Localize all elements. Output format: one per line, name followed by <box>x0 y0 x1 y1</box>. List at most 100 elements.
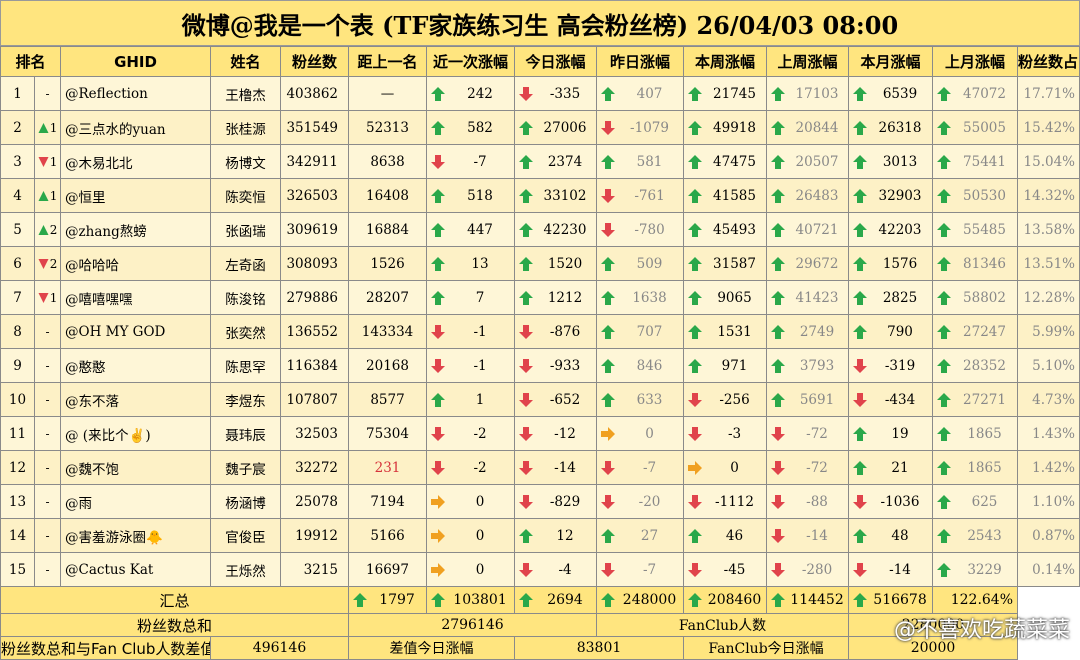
fans-cell: 351549 <box>281 111 349 145</box>
delta-value: 12 <box>534 528 596 544</box>
right-arrow-icon <box>687 460 703 476</box>
summary-value: 208460 <box>703 592 766 608</box>
delta-value: 28352 <box>952 358 1017 374</box>
delta-last-week-cell: -72 <box>767 417 849 451</box>
ghid-cell: @三点水的yuan <box>61 111 211 145</box>
delta-value: 707 <box>616 324 683 340</box>
rank-cell: 15 <box>1 553 35 587</box>
fans-cell: 309619 <box>281 213 349 247</box>
delta-value: 407 <box>616 86 683 102</box>
header-this-week: 本周涨幅 <box>684 47 767 77</box>
delta-value: 20844 <box>786 120 848 136</box>
up-arrow-icon <box>687 256 703 272</box>
delta-value: -319 <box>868 358 932 374</box>
rank-down-icon <box>38 259 49 269</box>
delta-value: -2 <box>446 460 514 476</box>
delta-value: 447 <box>446 222 514 238</box>
delta-recent-cell: -2 <box>427 451 515 485</box>
delta-value: 48 <box>868 528 932 544</box>
rank-cell: 8 <box>1 315 35 349</box>
delta-value: -14 <box>786 528 848 544</box>
delta-value: 7 <box>446 290 514 306</box>
ghid-cell: @恒里 <box>61 179 211 213</box>
delta-value: 0 <box>703 460 766 476</box>
up-arrow-icon <box>770 324 786 340</box>
delta-value: 242 <box>446 86 514 102</box>
gap-cell: 1526 <box>349 247 427 281</box>
delta-recent-cell: 0 <box>427 553 515 587</box>
delta-this-month-cell: -434 <box>849 383 933 417</box>
delta-value: 19 <box>868 426 932 442</box>
delta-last-week-cell: -72 <box>767 451 849 485</box>
summary-row: 汇总 1797 103801 2694 248000 208460 114452… <box>1 587 1080 614</box>
watermark: @不喜欢吃蔬菜菜 <box>894 612 1070 644</box>
down-arrow-icon <box>852 358 868 374</box>
summary-label: 汇总 <box>1 587 349 614</box>
delta-value: 41585 <box>703 188 766 204</box>
pct-cell: 1.42% <box>1018 451 1080 485</box>
down-arrow-icon <box>518 426 534 442</box>
delta-value: 1531 <box>703 324 766 340</box>
delta-value: 509 <box>616 256 683 272</box>
up-arrow-icon <box>852 528 868 544</box>
rank-change-value: - <box>45 495 49 509</box>
fans-cell: 107807 <box>281 383 349 417</box>
rank-cell: 7 <box>1 281 35 315</box>
down-arrow-icon <box>687 392 703 408</box>
delta-today-cell: -14 <box>515 451 597 485</box>
up-arrow-icon <box>852 222 868 238</box>
rank-change-cell: 1 <box>35 111 61 145</box>
up-arrow-icon <box>852 460 868 476</box>
delta-this-month-cell: -319 <box>849 349 933 383</box>
delta-value: -652 <box>534 392 596 408</box>
delta-value: 0 <box>446 562 514 578</box>
fans-cell: 116384 <box>281 349 349 383</box>
up-arrow-icon <box>936 324 952 340</box>
delta-recent-cell: 1 <box>427 383 515 417</box>
delta-today-cell: -652 <box>515 383 597 417</box>
up-arrow-icon <box>600 86 616 102</box>
delta-value: 3013 <box>868 154 932 170</box>
rank-change-cell: 1 <box>35 281 61 315</box>
up-arrow-icon <box>518 256 534 272</box>
delta-value: 1576 <box>868 256 932 272</box>
delta-this-month-cell: 19 <box>849 417 933 451</box>
delta-recent-cell: 13 <box>427 247 515 281</box>
down-arrow-icon <box>430 426 446 442</box>
down-arrow-icon <box>852 494 868 510</box>
up-arrow-icon <box>518 528 534 544</box>
rank-change-value: - <box>45 359 49 373</box>
delta-this-month-cell: -14 <box>849 553 933 587</box>
gap-cell: 16408 <box>349 179 427 213</box>
name-cell: 杨博文 <box>211 145 281 179</box>
fans-cell: 136552 <box>281 315 349 349</box>
delta-value: 625 <box>952 494 1017 510</box>
delta-value: 45493 <box>703 222 766 238</box>
delta-value: 1520 <box>534 256 596 272</box>
gap-cell: 5166 <box>349 519 427 553</box>
pct-cell: 12.28% <box>1018 281 1080 315</box>
name-cell: 陈奕恒 <box>211 179 281 213</box>
delta-value: -14 <box>868 562 932 578</box>
delta-value: -3 <box>703 426 766 442</box>
delta-value: 33102 <box>534 188 596 204</box>
up-arrow-icon <box>770 120 786 136</box>
gap-cell: 75304 <box>349 417 427 451</box>
summary-value: 114452 <box>786 592 848 608</box>
down-arrow-icon <box>770 426 786 442</box>
summary-value: 516678 <box>868 592 932 608</box>
name-cell: 魏子宸 <box>211 451 281 485</box>
pct-cell: 5.99% <box>1018 315 1080 349</box>
delta-today-cell: 42230 <box>515 213 597 247</box>
delta-value: 29672 <box>786 256 848 272</box>
total-fans-value: 2796146 <box>349 614 597 637</box>
delta-value: 40721 <box>786 222 848 238</box>
delta-value: -1079 <box>616 120 683 136</box>
page-title: 微博@我是一个表 (TF家族练习生 高会粉丝榜) 26/04/03 08:00 <box>0 0 1080 46</box>
rank-change-value: - <box>45 393 49 407</box>
delta-recent-cell: 582 <box>427 111 515 145</box>
down-arrow-icon <box>430 460 446 476</box>
